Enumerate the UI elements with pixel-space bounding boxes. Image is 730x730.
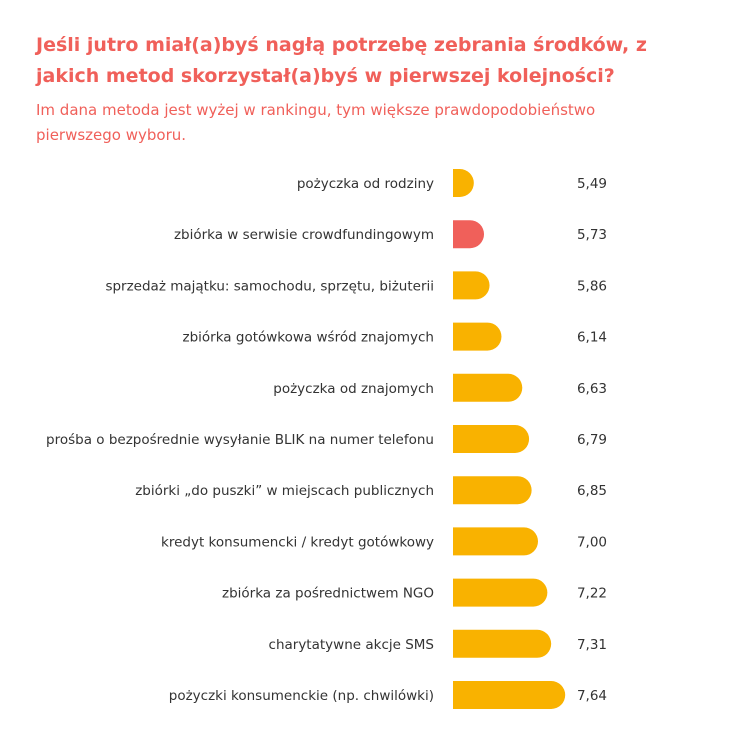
category-label: zbiórka gotówkowa wśród znajomych: [183, 330, 434, 346]
bar: [453, 476, 532, 505]
value-label: 5,86: [577, 278, 607, 294]
category-label: zbiórka za pośrednictwem NGO: [222, 586, 434, 602]
category-label: prośba o bezpośrednie wysyłanie BLIK na …: [46, 432, 434, 448]
category-label: pożyczki konsumenckie (np. chwilówki): [169, 688, 434, 704]
value-label: 6,63: [577, 381, 607, 397]
bar: [453, 220, 485, 249]
chart-subtitle: Im dana metoda jest wyżej w rankingu, ty…: [36, 101, 596, 144]
bar: [453, 578, 548, 607]
bar: [453, 373, 523, 402]
bar: [453, 425, 530, 453]
category-label: zbiórki „do puszki” w miejscach publiczn…: [135, 483, 434, 499]
bar: [453, 169, 474, 197]
value-label: 7,22: [577, 586, 607, 602]
category-label: pożyczka od znajomych: [273, 381, 434, 397]
bar: [453, 322, 502, 351]
chart-title: Jeśli jutro miał(a)byś nagłą potrzebę ze…: [36, 34, 647, 87]
value-label: 6,14: [577, 330, 607, 346]
value-label: 5,49: [577, 176, 607, 192]
bar: [453, 527, 538, 556]
bar: [453, 629, 552, 658]
category-label: pożyczka od rodziny: [297, 176, 434, 192]
value-label: 6,79: [577, 432, 607, 448]
value-label: 5,73: [577, 227, 607, 243]
value-label: 7,00: [577, 534, 607, 550]
value-label: 6,85: [577, 483, 607, 499]
category-label: sprzedaż majątku: samochodu, sprzętu, bi…: [105, 278, 434, 294]
value-label: 7,64: [577, 688, 607, 704]
category-label: charytatywne akcje SMS: [269, 637, 434, 653]
bar: [453, 271, 490, 300]
value-label: 7,31: [577, 637, 607, 653]
category-label: kredyt konsumencki / kredyt gotówkowy: [161, 534, 434, 550]
bar: [453, 681, 566, 709]
category-label: zbiórka w serwisie crowdfundingowym: [174, 227, 434, 243]
